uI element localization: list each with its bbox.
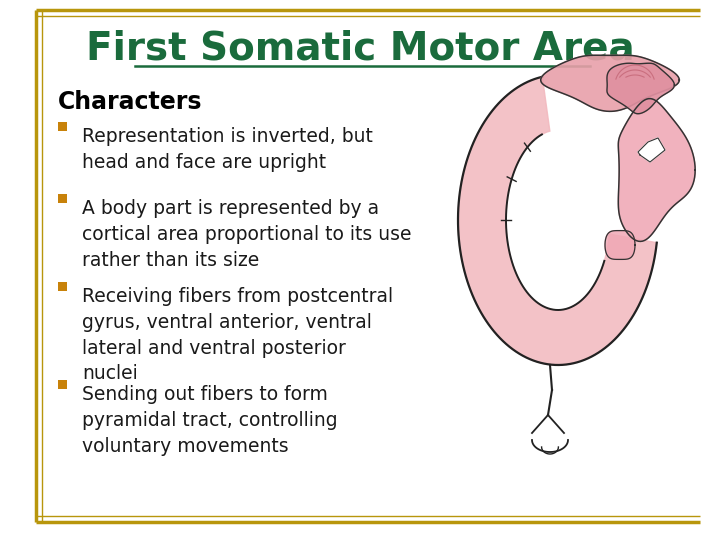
Text: Sending out fibers to form
pyramidal tract, controlling
voluntary movements: Sending out fibers to form pyramidal tra… [82,385,338,456]
Bar [58,380,67,389]
Polygon shape [607,63,675,114]
Polygon shape [458,75,658,365]
Text: Representation is inverted, but
head and face are upright: Representation is inverted, but head and… [82,127,373,172]
Polygon shape [638,138,665,162]
Text: First Somatic Motor Area: First Somatic Motor Area [86,29,634,67]
Polygon shape [541,55,679,111]
Polygon shape [458,77,657,365]
Text: A body part is represented by a
cortical area proportional to its use
rather tha: A body part is represented by a cortical… [82,199,412,269]
Text: Receiving fibers from postcentral
gyrus, ventral anterior, ventral
lateral and v: Receiving fibers from postcentral gyrus,… [82,287,393,383]
Bar [58,282,67,291]
Polygon shape [618,99,696,241]
Polygon shape [605,231,635,259]
Text: Characters: Characters [58,90,202,114]
Bar [58,194,67,203]
Bar [58,122,67,131]
